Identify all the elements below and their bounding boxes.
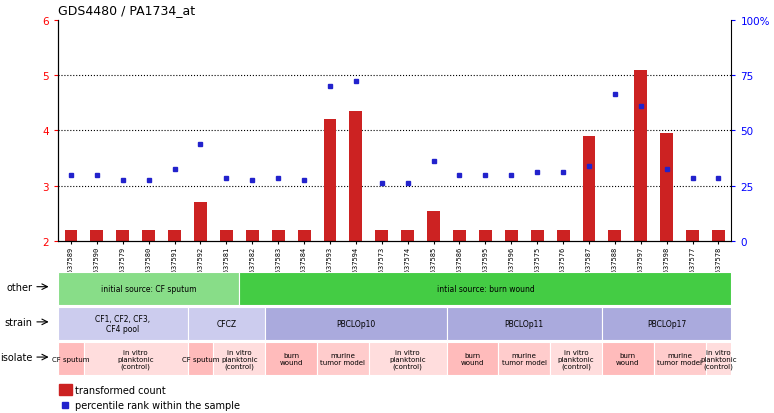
Bar: [246, 230, 259, 242]
Bar: [58, 272, 239, 305]
Text: murine
tumor model: murine tumor model: [657, 352, 702, 366]
Bar: [116, 230, 129, 242]
Text: burn
wound: burn wound: [461, 352, 484, 366]
Bar: [187, 307, 265, 340]
Text: in vitro
planktonic
(control): in vitro planktonic (control): [118, 349, 154, 369]
Text: CF1, CF2, CF3,
CF4 pool: CF1, CF2, CF3, CF4 pool: [95, 314, 150, 333]
Bar: [214, 342, 265, 375]
Text: strain: strain: [5, 317, 33, 327]
Bar: [84, 342, 187, 375]
Bar: [58, 307, 187, 340]
Text: other: other: [6, 282, 33, 292]
Bar: [550, 342, 602, 375]
Bar: [602, 342, 654, 375]
Bar: [64, 230, 77, 242]
Bar: [654, 342, 706, 375]
Bar: [239, 272, 731, 305]
Text: CF sputum: CF sputum: [182, 356, 219, 362]
Bar: [498, 342, 550, 375]
Bar: [453, 230, 466, 242]
Text: GDS4480 / PA1734_at: GDS4480 / PA1734_at: [58, 4, 195, 17]
Bar: [686, 230, 699, 242]
Bar: [187, 342, 214, 375]
Bar: [220, 230, 233, 242]
Bar: [427, 211, 440, 242]
Bar: [265, 342, 317, 375]
Bar: [557, 230, 570, 242]
Bar: [58, 342, 84, 375]
Text: percentile rank within the sample: percentile rank within the sample: [75, 400, 240, 410]
Text: initial source: CF sputum: initial source: CF sputum: [101, 284, 197, 293]
Bar: [712, 230, 725, 242]
Text: CF sputum: CF sputum: [53, 356, 90, 362]
Text: PBCLOp17: PBCLOp17: [647, 319, 687, 328]
Bar: [349, 112, 362, 242]
Text: intial source: burn wound: intial source: burn wound: [437, 284, 534, 293]
Bar: [635, 70, 647, 242]
Bar: [265, 307, 447, 340]
Bar: [369, 342, 447, 375]
Bar: [447, 307, 602, 340]
Bar: [194, 203, 207, 242]
Bar: [602, 307, 731, 340]
Bar: [142, 230, 155, 242]
Text: CFCZ: CFCZ: [216, 319, 237, 328]
Bar: [272, 230, 285, 242]
Text: transformed count: transformed count: [75, 385, 166, 394]
Bar: [401, 230, 414, 242]
Bar: [324, 120, 337, 242]
Text: PBCLOp10: PBCLOp10: [336, 319, 375, 328]
Text: burn
wound: burn wound: [616, 352, 639, 366]
Bar: [298, 230, 310, 242]
Text: in vitro
planktonic
(control): in vitro planktonic (control): [700, 349, 737, 369]
Bar: [91, 230, 104, 242]
Bar: [479, 230, 491, 242]
Bar: [608, 230, 622, 242]
Text: burn
wound: burn wound: [279, 352, 303, 366]
Bar: [531, 230, 543, 242]
Text: murine
tumor model: murine tumor model: [320, 352, 365, 366]
Bar: [60, 384, 71, 395]
Text: murine
tumor model: murine tumor model: [502, 352, 546, 366]
Bar: [660, 134, 673, 242]
Bar: [505, 230, 518, 242]
Text: in vitro
planktonic
(control): in vitro planktonic (control): [221, 349, 258, 369]
Text: isolate: isolate: [0, 352, 33, 362]
Bar: [375, 230, 389, 242]
Bar: [447, 342, 498, 375]
Text: in vitro
planktonic
(control): in vitro planktonic (control): [389, 349, 426, 369]
Bar: [706, 342, 731, 375]
Text: PBCLOp11: PBCLOp11: [505, 319, 544, 328]
Bar: [583, 137, 595, 242]
Text: in vitro
planktonic
(control): in vitro planktonic (control): [558, 349, 594, 369]
Bar: [168, 230, 181, 242]
Bar: [317, 342, 369, 375]
